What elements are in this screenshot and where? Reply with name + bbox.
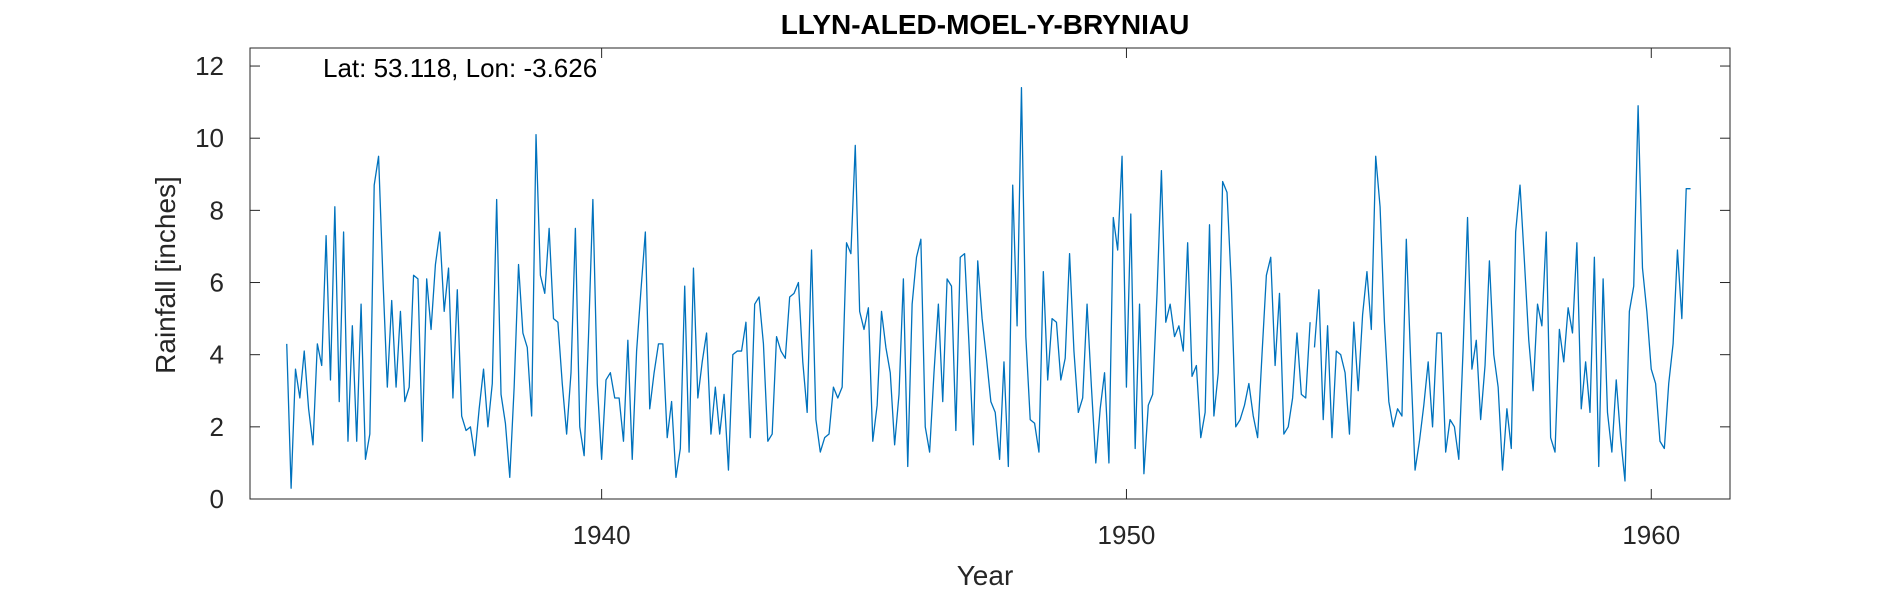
x-tick-label: 1940 — [573, 520, 631, 550]
series-layer — [286, 87, 1691, 489]
y-tick-label: 8 — [210, 195, 224, 225]
axis-ticks: 0 2 4 6 8 10 12 1940 1950 1960 — [195, 48, 1730, 550]
y-axis-label: Rainfall [inches] — [150, 176, 181, 374]
lat-lon-annotation: Lat: 53.118, Lon: -3.626 — [323, 53, 597, 83]
y-tick-label: 4 — [210, 340, 224, 370]
chart-title: LLYN-ALED-MOEL-Y-BRYNIAU — [781, 9, 1190, 40]
plot-frame — [249, 47, 1731, 500]
x-axis-label: Year — [957, 560, 1014, 591]
x-tick-label: 1950 — [1098, 520, 1156, 550]
y-tick-label: 6 — [210, 268, 224, 298]
x-tick-label: 1960 — [1622, 520, 1680, 550]
y-tick-label: 12 — [195, 51, 224, 81]
rainfall-series-line — [286, 87, 1691, 489]
y-tick-label: 10 — [195, 123, 224, 153]
plot-area — [249, 47, 1731, 500]
y-tick-label: 2 — [210, 412, 224, 442]
y-tick-label: 0 — [210, 484, 224, 514]
